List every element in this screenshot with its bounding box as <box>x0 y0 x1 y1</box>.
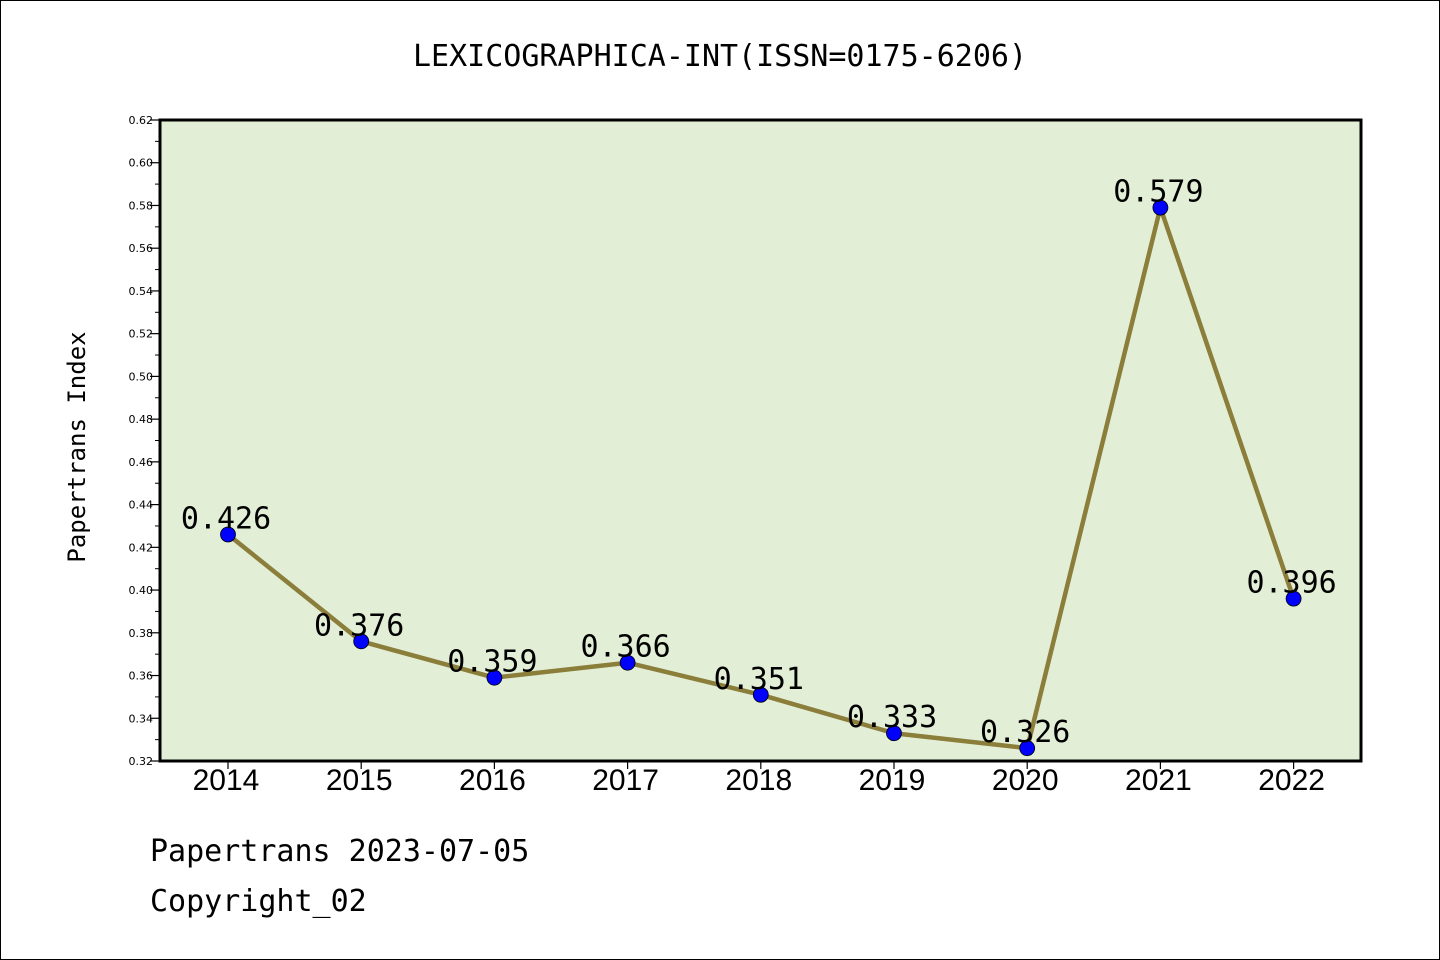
y-tick-label: 0.40 <box>129 584 154 597</box>
x-tick-label: 2015 <box>326 764 393 797</box>
y-axis: 0.32 0.34 0.36 0.38 0.40 0.42 0.44 0.46 0.48 0.50… <box>129 114 160 768</box>
footer-date: Papertrans 2023-07-05 <box>150 834 530 869</box>
data-point <box>619 654 636 671</box>
data-label: 0.359 <box>447 645 537 680</box>
x-tick-label: 2014 <box>193 764 260 797</box>
data-label: 0.351 <box>714 662 804 697</box>
data-point <box>353 633 370 650</box>
y-tick-label: 0.34 <box>129 712 154 725</box>
series-layer: 0.426 0.376 0.359 0.366 0.351 0.333 0.326 0.579… <box>181 175 1337 757</box>
y-tick-label: 0.62 <box>129 114 154 127</box>
x-tick-label: 2019 <box>859 764 926 797</box>
y-tick-label: 0.46 <box>129 456 154 469</box>
y-tick-label: 0.52 <box>129 328 154 341</box>
y-tick-label: 0.48 <box>129 413 154 426</box>
data-label: 0.326 <box>980 715 1070 750</box>
y-tick-label: 0.58 <box>129 199 154 212</box>
data-label: 0.366 <box>580 630 670 665</box>
data-point <box>486 669 503 686</box>
y-tick-label: 0.60 <box>129 157 154 170</box>
y-tick-label: 0.36 <box>129 670 154 683</box>
data-point <box>886 725 902 742</box>
x-tick-label: 2022 <box>1258 764 1325 797</box>
y-tick-label: 0.42 <box>129 541 154 554</box>
data-point <box>752 686 769 703</box>
x-axis: 2014 2015 2016 2017 2018 2019 2020 2021 2022 <box>193 761 1325 797</box>
data-label: 0.376 <box>314 608 404 643</box>
y-tick-label: 0.38 <box>129 627 154 640</box>
data-point <box>220 526 236 543</box>
y-tick-label: 0.54 <box>129 285 154 298</box>
data-label: 0.579 <box>1113 175 1203 210</box>
y-tick-label: 0.32 <box>129 755 154 768</box>
plot-area <box>158 118 1363 763</box>
y-axis-label: Papertrans Index <box>63 331 91 562</box>
x-tick-label: 2021 <box>1125 764 1192 797</box>
x-tick-label: 2020 <box>992 764 1059 797</box>
data-point <box>1019 740 1036 757</box>
x-tick-label: 2016 <box>459 764 526 797</box>
data-label: 0.396 <box>1246 566 1336 601</box>
data-label: 0.333 <box>847 700 937 735</box>
chart-title: LEXICOGRAPHICA-INT(ISSN=0175-6206) <box>413 39 1027 74</box>
x-tick-label: 2018 <box>725 764 792 797</box>
data-point <box>1285 590 1302 607</box>
y-tick-label: 0.50 <box>129 370 154 383</box>
footer-copyright: Copyright_02 <box>150 884 367 919</box>
y-tick-label: 0.44 <box>129 499 154 512</box>
data-point <box>1152 199 1169 216</box>
y-tick-label: 0.56 <box>129 242 154 255</box>
x-tick-label: 2017 <box>592 764 659 797</box>
data-label: 0.426 <box>181 502 271 537</box>
